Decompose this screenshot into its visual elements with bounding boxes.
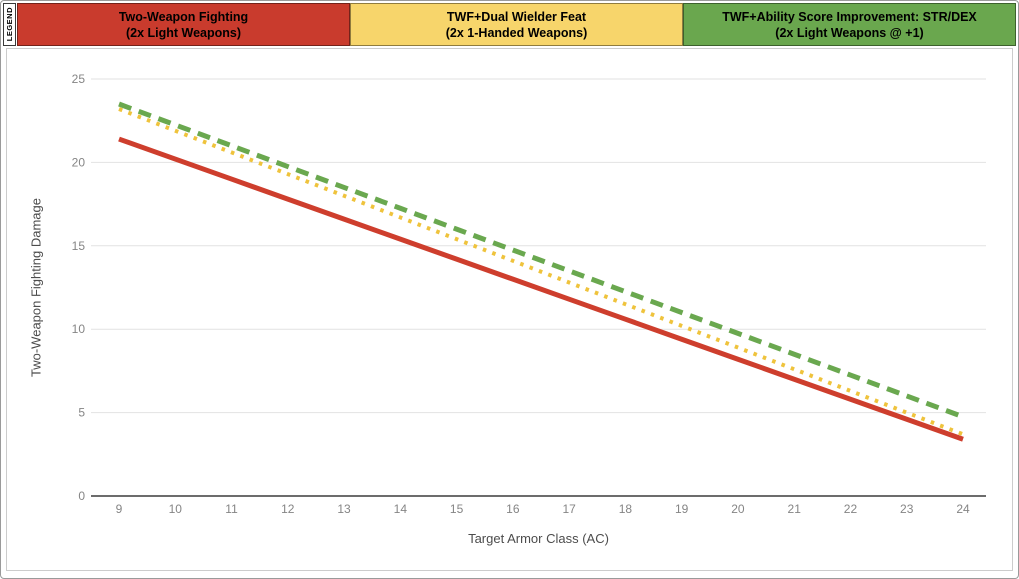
chart-panel xyxy=(6,48,1013,571)
legend-tab: LEGEND xyxy=(3,3,16,46)
legend-item-dual-wielder-line2: (2x 1-Handed Weapons) xyxy=(445,25,588,40)
legend-item-twf-line1: Two-Weapon Fighting xyxy=(118,9,249,24)
legend-item-twf-line2: (2x Light Weapons) xyxy=(125,25,242,40)
legend-item-dual-wielder-line1: TWF+Dual Wielder Feat xyxy=(446,9,587,24)
y-axis-title: Two-Weapon Fighting Damage xyxy=(28,198,44,377)
legend-item-dual-wielder: TWF+Dual Wielder Feat (2x 1-Handed Weapo… xyxy=(350,3,683,46)
legend-item-asi: TWF+Ability Score Improvement: STR/DEX (… xyxy=(683,3,1016,46)
legend-item-asi-line1: TWF+Ability Score Improvement: STR/DEX xyxy=(722,9,977,24)
legend-bar: LEGEND Two-Weapon Fighting (2x Light Wea… xyxy=(3,3,1016,46)
legend-item-twf: Two-Weapon Fighting (2x Light Weapons) xyxy=(17,3,350,46)
x-axis-title: Target Armor Class (AC) xyxy=(468,531,609,546)
legend-item-asi-line2: (2x Light Weapons @ +1) xyxy=(775,25,924,40)
legend-tab-label: LEGEND xyxy=(5,7,14,42)
